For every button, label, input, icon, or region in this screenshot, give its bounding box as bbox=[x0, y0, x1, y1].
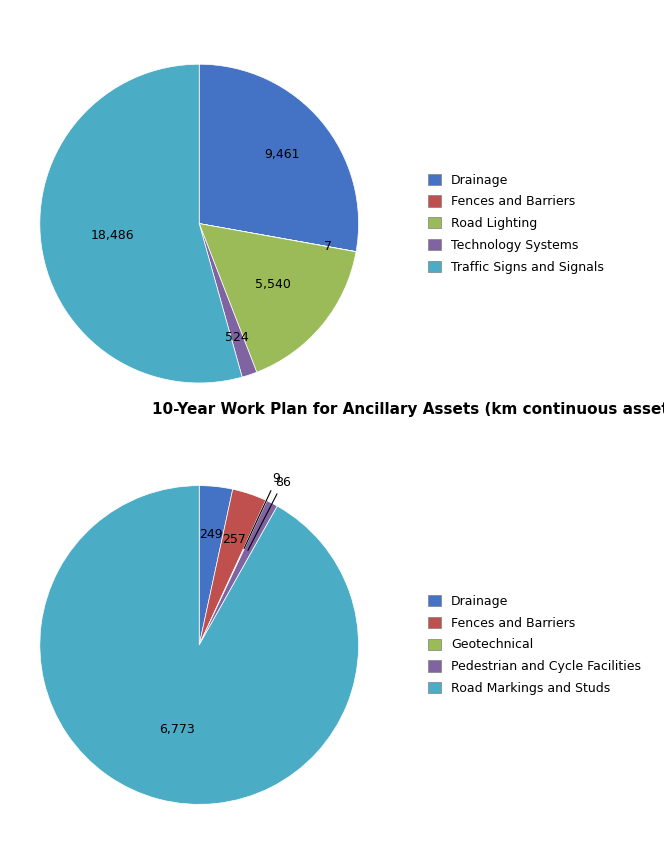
Text: 9: 9 bbox=[244, 472, 280, 549]
Text: 9,461: 9,461 bbox=[264, 148, 300, 161]
Legend: Drainage, Fences and Barriers, Geotechnical, Pedestrian and Cycle Facilities, Ro: Drainage, Fences and Barriers, Geotechni… bbox=[424, 592, 645, 698]
Wedge shape bbox=[40, 64, 242, 383]
Wedge shape bbox=[199, 224, 356, 252]
Text: 7: 7 bbox=[324, 240, 332, 253]
Wedge shape bbox=[40, 486, 359, 804]
Wedge shape bbox=[199, 501, 278, 645]
Wedge shape bbox=[199, 489, 266, 645]
Title: 10-Year Work Plan for Ancillary Assets (km continuous assets): 10-Year Work Plan for Ancillary Assets (… bbox=[152, 402, 664, 416]
Legend: Drainage, Fences and Barriers, Road Lighting, Technology Systems, Traffic Signs : Drainage, Fences and Barriers, Road Ligh… bbox=[424, 170, 608, 277]
Wedge shape bbox=[199, 64, 359, 252]
Text: 18,486: 18,486 bbox=[90, 229, 134, 242]
Wedge shape bbox=[199, 486, 233, 645]
Text: 86: 86 bbox=[248, 476, 291, 550]
Wedge shape bbox=[199, 224, 356, 372]
Wedge shape bbox=[199, 501, 267, 645]
Text: 6,773: 6,773 bbox=[159, 723, 195, 736]
Text: 524: 524 bbox=[225, 330, 249, 343]
Text: 5,540: 5,540 bbox=[255, 278, 291, 291]
Text: 257: 257 bbox=[222, 532, 246, 545]
Text: 249: 249 bbox=[199, 527, 223, 541]
Wedge shape bbox=[199, 224, 257, 377]
